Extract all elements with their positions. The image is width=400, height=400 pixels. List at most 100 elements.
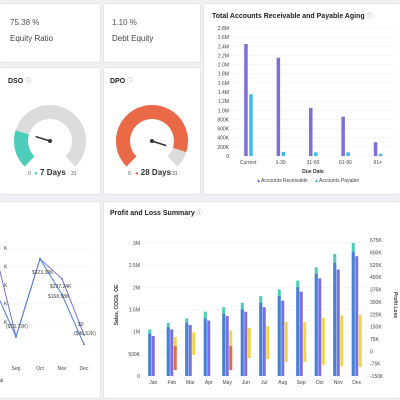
line-y-tick: K	[4, 320, 8, 326]
info-circle-icon[interactable]: ⓘ	[366, 14, 373, 20]
pnl-bar-oe	[170, 329, 174, 376]
aging-y-tick: 2.0M	[218, 63, 229, 69]
line-data-label: ($46.52K)	[74, 331, 96, 337]
dso-gauge-hub	[48, 139, 52, 143]
aging-y-tick: 2.4M	[218, 44, 229, 50]
pnl-bar-profit	[173, 337, 177, 352]
line-data-label: $168.68K	[48, 294, 70, 300]
pnl-x-tick: Jun	[242, 380, 250, 386]
pnl-bar-cogs	[296, 287, 300, 376]
equity-ratio-label: Equity Ratio	[10, 34, 54, 43]
pnl-bar-oe	[318, 278, 322, 376]
info-circle-icon[interactable]: ⓘ	[25, 79, 32, 85]
pnl-y-tick: 2M	[133, 285, 140, 291]
pnl-bar-cogs	[166, 327, 170, 376]
aging-bar-accounts-receivable	[276, 57, 281, 156]
aging-y-tick: 1.8M	[218, 72, 229, 78]
aging-legend-label: Accounts Payable	[319, 178, 359, 184]
pnl-bar-profit	[266, 326, 270, 360]
pnl-bar-loss	[173, 346, 177, 370]
line-x-tick: Dec	[80, 366, 89, 372]
aging-y-tick: 2.6M	[218, 35, 229, 41]
pnl-y2-tick: 150K	[370, 325, 382, 331]
pnl-x-tick: Oct	[316, 380, 324, 386]
line-data-label: $237.24K	[50, 284, 72, 290]
pnl-bar-cogs	[314, 273, 318, 376]
dpo-gauge-needle	[151, 140, 167, 147]
info-circle-icon[interactable]: ⓘ	[196, 211, 203, 217]
aging-legend-marker: ▲	[256, 178, 261, 184]
pnl-title: Profit and Loss Summary ⓘ	[110, 210, 203, 217]
pnl-bar-profit	[192, 332, 196, 355]
pnl-bar-cogs	[222, 313, 226, 376]
pnl-bar-profit	[340, 315, 344, 367]
dpo-value: ● 28 Days	[134, 168, 172, 177]
aging-card[interactable]: Total Accounts Receivable and Payable Ag…	[204, 4, 400, 194]
aging-bar-accounts-payable	[249, 94, 253, 156]
pnl-card[interactable]: Profit and Loss Summary ⓘ 0 500K 1M 1.5M 2M 2.…	[104, 202, 400, 398]
aging-bar-accounts-receivable	[373, 142, 378, 156]
aging-x-label: Due Date	[302, 169, 324, 175]
pnl-bar-cogs	[277, 296, 281, 376]
pnl-bar-profit	[321, 317, 325, 365]
aging-legend-label: Accounts Receivable	[261, 178, 308, 184]
line-x-tick: Oct	[36, 366, 44, 372]
pnl-x-tick: Sep	[297, 380, 306, 386]
pnl-bar-cogs	[351, 251, 355, 376]
pnl-x-tick: Feb	[167, 380, 176, 386]
pnl-bar-oe	[244, 311, 248, 376]
dso-title: DSO ⓘ	[8, 78, 32, 85]
pnl-bar-oe	[188, 324, 192, 376]
pnl-bar-profit	[303, 322, 307, 362]
debt-equity-value: 1.10 %	[112, 18, 137, 27]
line-footer: tal	[0, 378, 3, 384]
aging-y-tick: 1.6M	[218, 81, 229, 87]
pnl-y2-tick: 375K	[370, 288, 382, 294]
aging-y-tick: 400K	[217, 136, 229, 142]
debt-equity-card[interactable]: 1.10 % Debt Equity	[104, 4, 200, 62]
equity-ratio-card[interactable]: 75.38 % Equity Ratio	[0, 4, 100, 62]
pnl-x-tick: Apr	[205, 380, 213, 386]
dso-card[interactable]: DSO ⓘ 0 ● 7 Days 31	[0, 68, 100, 194]
monthly-line-chart: K K K K K $323.38K $237.24K $168.68K ($13.72K) $0…	[0, 246, 96, 384]
line-point	[15, 335, 17, 338]
pnl-bar-oe	[151, 336, 155, 376]
pnl-y-tick: 2.5M	[129, 263, 140, 269]
line-y-tick: K	[4, 283, 8, 289]
aging-bar-accounts-receivable	[309, 108, 313, 156]
equity-ratio-value: 75.38 %	[10, 18, 40, 27]
aging-x-tick: 31-60	[307, 160, 320, 166]
pnl-bar-oe	[336, 269, 340, 376]
pnl-y2-tick: 0	[370, 349, 373, 355]
pnl-x-tick: Dec	[352, 380, 361, 386]
dso-value: ● 7 Days	[34, 168, 66, 177]
aging-legend-marker: ▲	[314, 178, 319, 184]
line-point	[83, 333, 85, 336]
line-point	[39, 257, 41, 260]
pnl-y-tick: 0	[137, 374, 140, 380]
pnl-bar-profit	[358, 314, 362, 367]
line-data-label: ($13.72K)	[6, 324, 28, 330]
dpo-title: DPO ⓘ	[110, 78, 134, 85]
line-data-label: $323.38K	[32, 270, 54, 276]
pnl-y2-tick: -75K	[370, 362, 381, 368]
dso-gauge-fill	[14, 130, 35, 167]
dpo-max: 31	[172, 171, 178, 177]
info-circle-icon[interactable]: ⓘ	[127, 79, 134, 85]
pnl-bar-cogs	[259, 302, 263, 376]
pnl-y-tick: 1.5M	[129, 307, 140, 313]
pnl-y2-tick: 75K	[370, 337, 380, 343]
dpo-card[interactable]: DPO ⓘ 0 ● 28 Days 31	[104, 68, 200, 194]
dpo-gauge-fill	[116, 105, 188, 167]
pnl-y2-label: Profit Loss	[392, 292, 398, 318]
pnl-bar-profit	[284, 322, 288, 362]
monthly-line-card[interactable]: K K K K K $323.38K $237.24K $168.68K ($13.72K) $0…	[0, 202, 100, 398]
pnl-bar-oe	[225, 316, 229, 376]
pnl-bar-oe	[355, 256, 359, 376]
aging-y-tick: 1.4M	[218, 90, 229, 96]
line-x-tick: Sep	[12, 366, 21, 372]
dpo-min: 0	[128, 171, 131, 177]
pnl-bar-cogs	[240, 309, 244, 376]
line-data-label: $0	[78, 322, 84, 328]
dso-gauge-needle	[35, 135, 51, 142]
